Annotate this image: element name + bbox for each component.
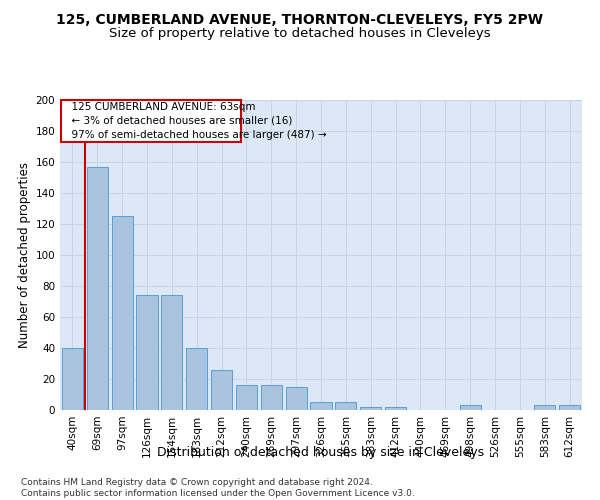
- Bar: [112, 216, 133, 410]
- Y-axis label: Number of detached properties: Number of detached properties: [18, 162, 31, 348]
- Bar: [460, 406, 481, 410]
- Bar: [286, 387, 307, 410]
- FancyBboxPatch shape: [61, 100, 241, 142]
- Bar: [385, 407, 406, 410]
- Bar: [87, 166, 108, 410]
- Text: Contains HM Land Registry data © Crown copyright and database right 2024.
Contai: Contains HM Land Registry data © Crown c…: [21, 478, 415, 498]
- Text: 125, CUMBERLAND AVENUE, THORNTON-CLEVELEYS, FY5 2PW: 125, CUMBERLAND AVENUE, THORNTON-CLEVELE…: [56, 12, 544, 26]
- Bar: [186, 348, 207, 410]
- Bar: [211, 370, 232, 410]
- Bar: [534, 406, 555, 410]
- Bar: [559, 406, 580, 410]
- Bar: [236, 385, 257, 410]
- Bar: [62, 348, 83, 410]
- Text: Size of property relative to detached houses in Cleveleys: Size of property relative to detached ho…: [109, 28, 491, 40]
- Text: Distribution of detached houses by size in Cleveleys: Distribution of detached houses by size …: [157, 446, 485, 459]
- Bar: [261, 385, 282, 410]
- Text: 125 CUMBERLAND AVENUE: 63sqm
  ← 3% of detached houses are smaller (16)
  97% of: 125 CUMBERLAND AVENUE: 63sqm ← 3% of det…: [65, 102, 326, 140]
- Bar: [161, 296, 182, 410]
- Bar: [136, 296, 158, 410]
- Bar: [360, 407, 381, 410]
- Bar: [335, 402, 356, 410]
- Bar: [310, 402, 332, 410]
